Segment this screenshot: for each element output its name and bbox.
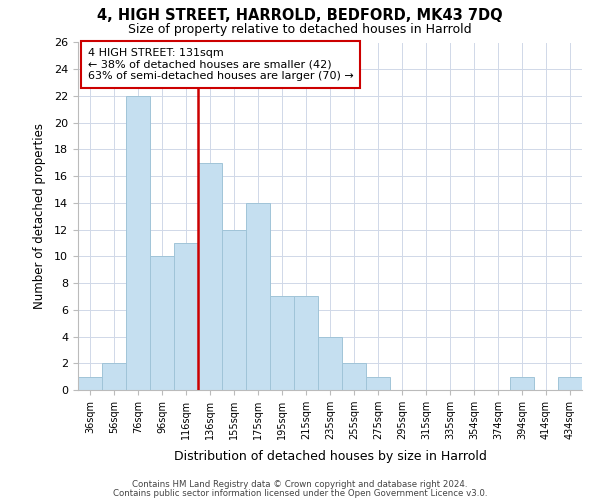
Text: Contains HM Land Registry data © Crown copyright and database right 2024.: Contains HM Land Registry data © Crown c… — [132, 480, 468, 489]
Bar — [558, 376, 582, 390]
Bar — [126, 96, 150, 390]
Text: Size of property relative to detached houses in Harrold: Size of property relative to detached ho… — [128, 22, 472, 36]
Text: 4, HIGH STREET, HARROLD, BEDFORD, MK43 7DQ: 4, HIGH STREET, HARROLD, BEDFORD, MK43 7… — [97, 8, 503, 22]
Bar — [174, 243, 198, 390]
Bar — [318, 336, 342, 390]
Bar — [294, 296, 318, 390]
Bar — [198, 163, 222, 390]
Bar — [222, 230, 246, 390]
Y-axis label: Number of detached properties: Number of detached properties — [32, 123, 46, 309]
Bar — [342, 364, 366, 390]
Bar — [246, 203, 270, 390]
Text: 4 HIGH STREET: 131sqm
← 38% of detached houses are smaller (42)
63% of semi-deta: 4 HIGH STREET: 131sqm ← 38% of detached … — [88, 48, 354, 81]
Bar — [102, 364, 126, 390]
Bar — [366, 376, 390, 390]
Bar — [270, 296, 294, 390]
Bar — [150, 256, 174, 390]
X-axis label: Distribution of detached houses by size in Harrold: Distribution of detached houses by size … — [173, 450, 487, 464]
Bar — [510, 376, 534, 390]
Bar — [78, 376, 102, 390]
Text: Contains public sector information licensed under the Open Government Licence v3: Contains public sector information licen… — [113, 488, 487, 498]
